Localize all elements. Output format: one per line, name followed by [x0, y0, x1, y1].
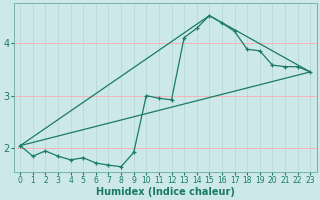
X-axis label: Humidex (Indice chaleur): Humidex (Indice chaleur): [96, 187, 235, 197]
